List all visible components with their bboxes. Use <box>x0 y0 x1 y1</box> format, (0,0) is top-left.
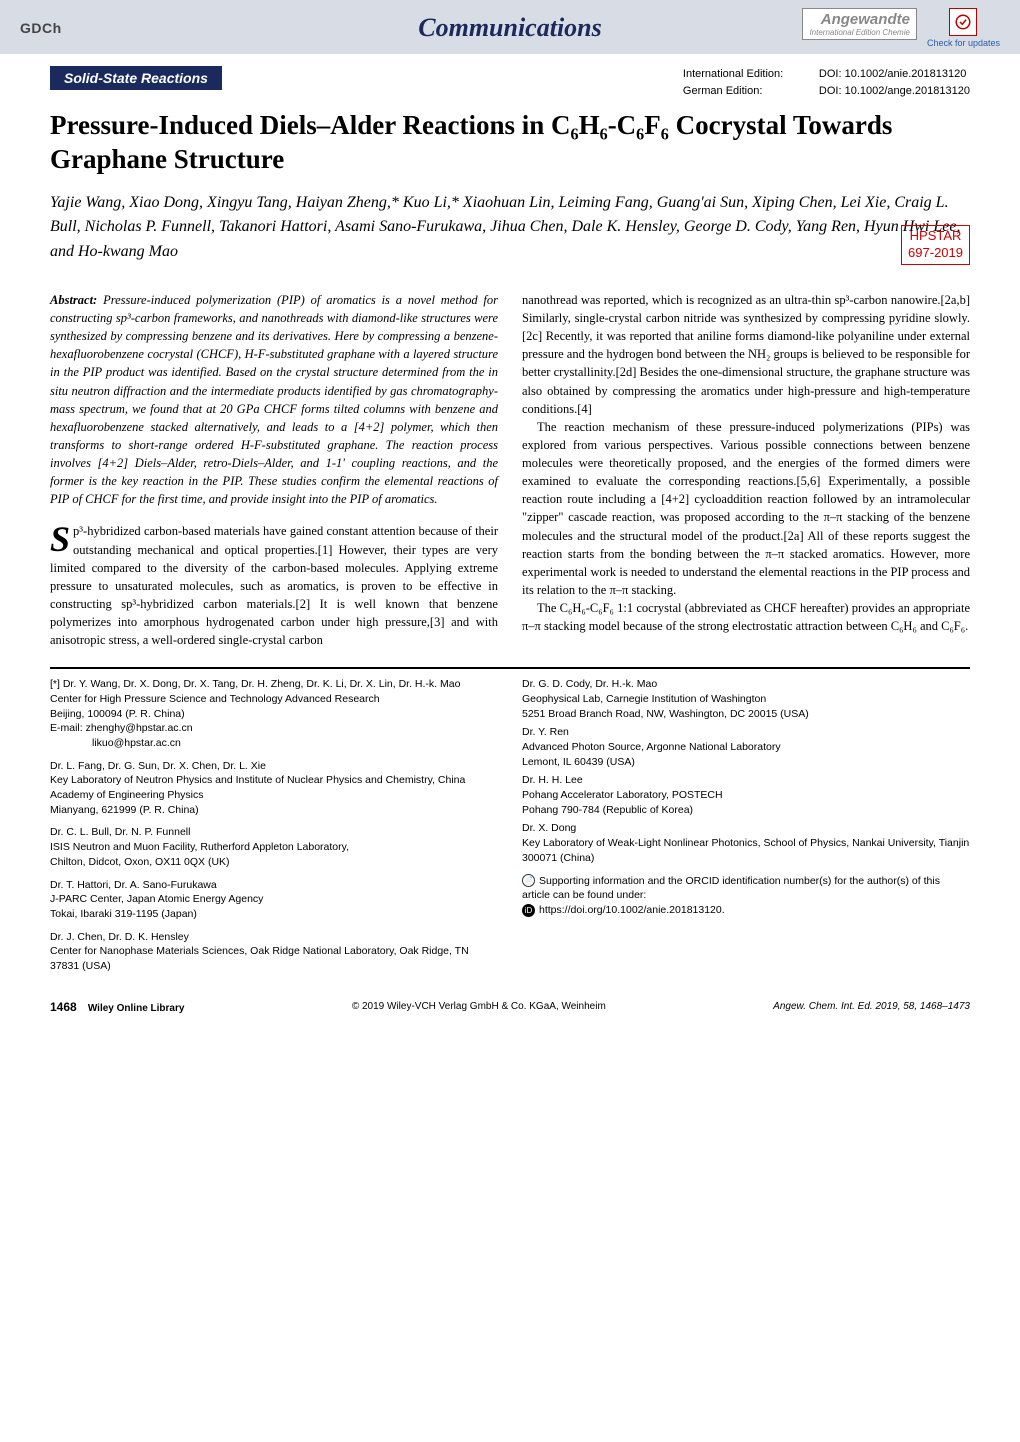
journal-logo: Angewandte International Edition Chemie <box>802 8 917 40</box>
journal-name: Angewandte <box>809 11 910 28</box>
affil-org: J-PARC Center, Japan Atomic Energy Agenc… <box>50 892 498 907</box>
supporting-info-icon: 📄 <box>522 874 535 887</box>
journal-sub: International Edition Chemie <box>809 28 910 37</box>
society-logo: GDCh <box>20 20 62 36</box>
affil-addr: 5251 Broad Branch Road, NW, Washington, … <box>522 707 970 722</box>
affil-names: Dr. T. Hattori, Dr. A. Sano-Furukawa <box>50 878 498 893</box>
page-number: 1468 <box>50 1000 77 1014</box>
affil-names: Dr. J. Chen, Dr. D. K. Hensley <box>50 930 498 945</box>
supporting-info: 📄Supporting information and the ORCID id… <box>522 874 970 918</box>
doi-block: International Edition: DOI: 10.1002/anie… <box>683 66 970 99</box>
check-updates-label: Check for updates <box>927 38 1000 48</box>
affil-email2: likuo@hpstar.ac.cn <box>50 736 498 751</box>
affil-right: Dr. G. D. Cody, Dr. H.-k. Mao Geophysica… <box>522 677 970 981</box>
hpstar-line2: 697-2019 <box>908 245 963 262</box>
affil-names: Dr. C. L. Bull, Dr. N. P. Funnell <box>50 825 498 840</box>
affil-addr: Lemont, IL 60439 (USA) <box>522 755 970 770</box>
check-updates-badge[interactable]: Check for updates <box>927 8 1000 48</box>
affil-org: Center for High Pressure Science and Tec… <box>50 692 498 707</box>
article-title: Pressure-Induced Diels–Alder Reactions i… <box>0 99 1020 177</box>
supp-text: Supporting information and the ORCID ide… <box>522 875 940 902</box>
affil-org: Key Laboratory of Weak-Light Nonlinear P… <box>522 836 970 865</box>
affil-names: Dr. G. D. Cody, Dr. H.-k. Mao <box>522 677 970 692</box>
body-columns: Abstract: Pressure-induced polymerizatio… <box>0 273 1020 657</box>
orcid-icon: iD <box>522 904 535 917</box>
authors: Yajie Wang, Xiao Dong, Xingyu Tang, Haiy… <box>0 177 1020 273</box>
meta-row: Solid-State Reactions International Edit… <box>0 54 1020 99</box>
supp-url[interactable]: https://doi.org/10.1002/anie.201813120. <box>539 904 725 916</box>
affil-names: Dr. H. H. Lee <box>522 773 970 788</box>
footer: 1468 Wiley Online Library © 2019 Wiley-V… <box>0 982 1020 1034</box>
affil-email: E-mail: zhenghy@hpstar.ac.cn <box>50 721 498 736</box>
header-bar: GDCh Communications Angewandte Internati… <box>0 0 1020 54</box>
body-right-p2: The reaction mechanism of these pressure… <box>522 418 970 599</box>
drop-cap: S <box>50 522 73 555</box>
affil-addr: Tokai, Ibaraki 319-1195 (Japan) <box>50 907 498 922</box>
affil-org: Pohang Accelerator Laboratory, POSTECH <box>522 788 970 803</box>
affil-addr: Chilton, Didcot, Oxon, OX11 0QX (UK) <box>50 855 498 870</box>
affil-addr: Beijing, 100094 (P. R. China) <box>50 707 498 722</box>
affil-names: Dr. X. Dong <box>522 821 970 836</box>
affil-names: Dr. Y. Ren <box>522 725 970 740</box>
doi-ger[interactable]: DOI: 10.1002/ange.201813120 <box>819 83 970 100</box>
body-right-p1: nanothread was reported, which is recogn… <box>522 291 970 418</box>
hpstar-line1: HPSTAR <box>908 228 963 245</box>
affil-addr: Pohang 790-784 (Republic of Korea) <box>522 803 970 818</box>
doi-intl-label: International Edition: <box>683 66 813 83</box>
citation: Angew. Chem. Int. Ed. 2019, 58, 1468–147… <box>773 1001 970 1012</box>
wiley-online-library: Wiley Online Library <box>88 1003 185 1014</box>
affil-left: [*] Dr. Y. Wang, Dr. X. Dong, Dr. X. Tan… <box>50 677 498 981</box>
left-column: Abstract: Pressure-induced polymerizatio… <box>50 291 498 649</box>
abstract-lead: Abstract: <box>50 293 97 307</box>
communications-title: Communications <box>418 13 602 43</box>
doi-intl[interactable]: DOI: 10.1002/anie.201813120 <box>819 66 966 83</box>
affil-addr: Mianyang, 621999 (P. R. China) <box>50 803 498 818</box>
check-updates-icon <box>949 8 977 36</box>
body-left: p³-hybridized carbon-based materials hav… <box>50 524 498 647</box>
affil-org: Advanced Photon Source, Argonne National… <box>522 740 970 755</box>
authors-list: Yajie Wang, Xiao Dong, Xingyu Tang, Haiy… <box>50 194 960 261</box>
affil-org: Center for Nanophase Materials Sciences,… <box>50 944 498 973</box>
section-badge: Solid-State Reactions <box>50 66 222 90</box>
abstract-text: Pressure-induced polymerization (PIP) of… <box>50 293 498 506</box>
affil-names: [*] Dr. Y. Wang, Dr. X. Dong, Dr. X. Tan… <box>50 677 498 692</box>
copyright: © 2019 Wiley-VCH Verlag GmbH & Co. KGaA,… <box>352 1001 606 1012</box>
hpstar-badge: HPSTAR 697-2019 <box>901 225 970 265</box>
right-column: nanothread was reported, which is recogn… <box>522 291 970 649</box>
affil-org: Key Laboratory of Neutron Physics and In… <box>50 773 498 802</box>
affil-org: ISIS Neutron and Muon Facility, Rutherfo… <box>50 840 498 855</box>
affiliations: [*] Dr. Y. Wang, Dr. X. Dong, Dr. X. Tan… <box>50 667 970 981</box>
doi-ger-label: German Edition: <box>683 83 813 100</box>
body-right-p3: The C₆H₆-C₆F₆ 1:1 cocrystal (abbreviated… <box>522 599 970 635</box>
affil-names: Dr. L. Fang, Dr. G. Sun, Dr. X. Chen, Dr… <box>50 759 498 774</box>
affil-org: Geophysical Lab, Carnegie Institution of… <box>522 692 970 707</box>
